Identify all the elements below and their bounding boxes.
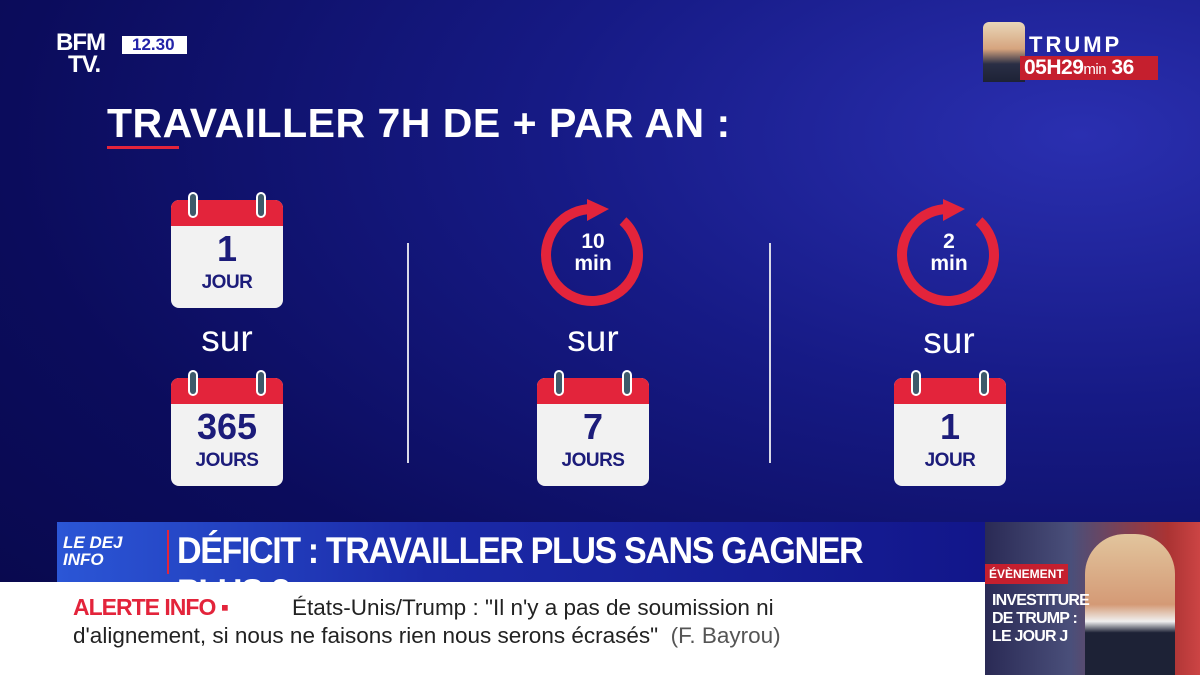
alert-source: (F. Bayrou) — [670, 623, 781, 648]
program-logo: LE DEJ INFO — [63, 533, 123, 569]
calendar-icon: 7 JOURS — [537, 372, 649, 486]
bfmtv-logo: BFM TV. — [56, 29, 106, 78]
alert-text-line2: d'alignement, si nous ne faisons rien no… — [73, 623, 781, 648]
calendar-unit: JOURS — [561, 450, 625, 471]
connector-text: sur — [567, 318, 619, 359]
title-underline — [107, 146, 179, 149]
clock-arrow-icon: 2 min — [893, 199, 1005, 311]
calendar-unit: JOUR — [201, 272, 253, 293]
calendar-icon: 1 JOUR — [894, 372, 1006, 486]
side-panel: ÉVÈNEMENT INVESTITURE DE TRUMP : LE JOUR… — [985, 522, 1200, 675]
calendar-number: 7 — [582, 406, 604, 447]
calendar-unit: JOUR — [924, 450, 976, 471]
headline-banner: LE DEJ INFO DÉFICIT : TRAVAILLER PLUS SA… — [57, 522, 985, 613]
clock-arrow-icon: 10 min — [537, 199, 649, 311]
connector-text: sur — [923, 320, 975, 361]
calendar-unit: JOURS — [195, 450, 259, 471]
countdown-name: TRUMP — [1029, 32, 1123, 57]
calendar-icon: 365 JOURS — [171, 372, 283, 486]
side-panel-title: INVESTITURE DE TRUMP : LE JOUR J — [992, 592, 1090, 645]
alert-text-line1: États-Unis/Trump : "Il n'y a pas de soum… — [292, 595, 774, 620]
countdown-badge: TRUMP 05H29min 36 — [983, 22, 1158, 82]
graphic-title: TRAVAILLER 7H DE + PAR AN : — [107, 100, 731, 146]
calendar-number: 1 — [939, 406, 961, 447]
clock-time: 12.30 — [122, 36, 187, 54]
headline: DÉFICIT : TRAVAILLER PLUS SANS GAGNER PL… — [177, 530, 864, 613]
trump-portrait — [983, 22, 1025, 82]
calendar-icon: 1 JOUR — [171, 194, 283, 308]
banner-separator — [167, 530, 169, 574]
calendar-number: 1 — [216, 228, 238, 269]
column-divider — [407, 243, 409, 463]
event-tag: ÉVÈNEMENT — [985, 564, 1068, 584]
news-ticker: ALERTE INFO ▪ États-Unis/Trump : "Il n'y… — [0, 582, 985, 675]
alert-label: ALERTE INFO ▪ — [73, 594, 229, 620]
countdown-timer: 05H29min 36 — [1020, 56, 1158, 80]
calendar-number: 365 — [196, 406, 258, 447]
column-divider — [769, 243, 771, 463]
trump-portrait — [1085, 534, 1175, 675]
connector-text: sur — [201, 318, 253, 359]
